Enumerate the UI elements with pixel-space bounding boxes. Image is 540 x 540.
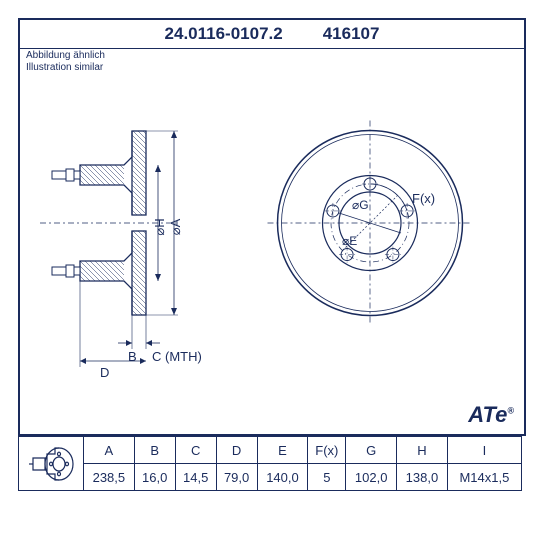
svg-text:D: D (100, 365, 109, 380)
svg-text:C (MTH): C (MTH) (152, 349, 202, 364)
val-F: 5 (308, 464, 346, 491)
disc-icon-cell (19, 437, 84, 491)
val-E: 140,0 (257, 464, 308, 491)
svg-text:B: B (128, 349, 137, 364)
val-C: 14,5 (175, 464, 216, 491)
part-number: 24.0116-0107.2 (165, 24, 283, 44)
val-B: 16,0 (134, 464, 175, 491)
technical-drawing: F(x) ⌀G ⌀E ⌀A⌀H B C (MTH) D (20, 48, 524, 432)
col-D: D (216, 437, 257, 464)
spec-value-row: 238,5 16,0 14,5 79,0 140,0 5 102,0 138,0… (19, 464, 522, 491)
val-G: 102,0 (346, 464, 397, 491)
val-A: 238,5 (84, 464, 135, 491)
col-C: C (175, 437, 216, 464)
drawing-area: F(x) ⌀G ⌀E ⌀A⌀H B C (MTH) D (20, 48, 524, 432)
drawing-frame: 24.0116-0107.2 416107 Abbildung ähnlich … (18, 18, 526, 436)
disc-icon (25, 442, 77, 486)
title-bar: 24.0116-0107.2 416107 (20, 20, 524, 49)
col-H: H (397, 437, 448, 464)
svg-text:F(x): F(x) (412, 191, 435, 206)
short-code: 416107 (323, 24, 380, 44)
col-A: A (84, 437, 135, 464)
col-G: G (346, 437, 397, 464)
col-B: B (134, 437, 175, 464)
svg-text:⌀G: ⌀G (352, 198, 369, 212)
brand-logo: ATe® (468, 402, 514, 428)
col-I: I (447, 437, 521, 464)
spec-table: A B C D E F(x) G H I 238,5 16,0 14,5 79,… (18, 436, 522, 491)
svg-text:⌀A: ⌀A (168, 218, 183, 235)
spec-header-row: A B C D E F(x) G H I (19, 437, 522, 464)
val-H: 138,0 (397, 464, 448, 491)
svg-text:⌀H: ⌀H (152, 218, 167, 235)
val-D: 79,0 (216, 464, 257, 491)
svg-text:⌀E: ⌀E (342, 234, 357, 248)
col-F: F(x) (308, 437, 346, 464)
val-I: M14x1,5 (447, 464, 521, 491)
col-E: E (257, 437, 308, 464)
